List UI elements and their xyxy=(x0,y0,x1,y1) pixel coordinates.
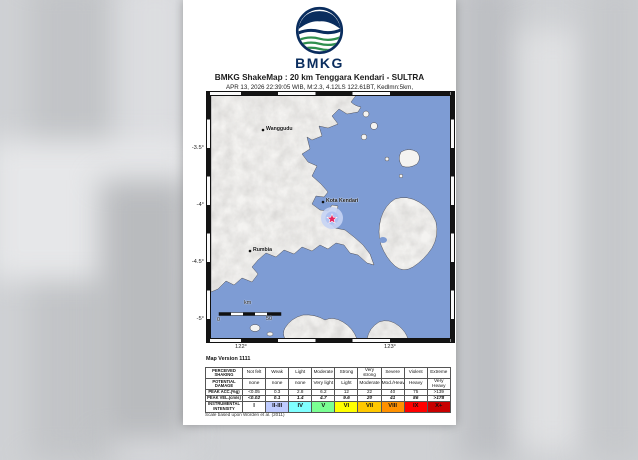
legend-cell: V xyxy=(311,400,336,413)
lat-label: -3.5° xyxy=(191,145,204,151)
legend-cell: none xyxy=(288,377,313,390)
legend-cell: IX xyxy=(403,400,428,413)
legend-cell: Strong xyxy=(334,367,359,379)
screenshot-root: { "header": { "logo_text": "BMKG", "titl… xyxy=(0,0,585,460)
city-label-wanggudu: Wanggudu xyxy=(266,126,293,132)
legend-row-label: INSTRUMENTAL INTENSITY xyxy=(205,400,243,413)
shakemap-title: BMKG ShakeMap : 20 km Tenggara Kendari -… xyxy=(214,73,425,82)
shakemap-card: BMKG BMKG ShakeMap : 20 km Tenggara Kend… xyxy=(183,0,456,425)
background-streak xyxy=(460,0,515,460)
legend-cell: Weak xyxy=(265,367,290,379)
map: Wanggudu Kota Kendari Rumbia km 0 50 xyxy=(210,95,451,339)
map-border-bottom xyxy=(207,339,454,342)
legend-cell: Violent xyxy=(403,367,428,379)
legend-cell: Very Heavy xyxy=(426,377,451,390)
legend-cell: Moderate xyxy=(357,377,382,390)
legend-cell: Mod./Heavy xyxy=(380,377,405,390)
legend-cell: Not felt xyxy=(241,367,267,379)
legend-cell: Very light xyxy=(311,377,336,390)
legend-cell: Light xyxy=(334,377,359,390)
legend-row: PERCEIVED SHAKING Not felt Weak Light Modera… xyxy=(205,367,451,379)
background-streak xyxy=(100,180,190,440)
map-border-left xyxy=(207,92,210,342)
background-streak xyxy=(585,0,638,460)
epicenter-star-icon xyxy=(326,212,338,224)
legend-cell: Severe xyxy=(380,367,405,379)
lat-label: -5° xyxy=(196,316,204,322)
legend-cell: VII xyxy=(357,400,382,413)
map-border-right xyxy=(451,92,454,342)
map-version: Map Version 1111 xyxy=(206,356,251,362)
legend-cell: Moderate xyxy=(311,367,336,379)
legend-row: INSTRUMENTAL INTENSITY I II-III IV V VI VII VII… xyxy=(205,400,451,413)
scale-bar-end: 50 xyxy=(266,316,272,322)
map-image xyxy=(211,96,450,338)
legend-cell: VIII xyxy=(380,400,405,413)
scale-bar-unit: km xyxy=(244,300,252,306)
legend-cell: >178 xyxy=(426,394,451,402)
legend-cell: none xyxy=(265,377,290,390)
legend-cell: Light xyxy=(288,367,313,379)
legend-cell: Very strong xyxy=(357,367,382,379)
legend-cell: none xyxy=(241,377,267,390)
legend-cell: VI xyxy=(334,400,359,413)
scale-bar xyxy=(218,312,282,316)
legend-cell: IV xyxy=(288,400,313,413)
legend-row-label: PERCEIVED SHAKING xyxy=(205,367,243,379)
legend-row-label: POTENTIAL DAMAGE xyxy=(205,377,243,390)
city-label-rumbia: Rumbia xyxy=(253,247,273,253)
legend-cell: Extreme xyxy=(426,367,451,379)
legend-cell: X+ xyxy=(426,400,451,413)
city-label-kota-kendari: Kota Kendari xyxy=(326,198,359,204)
city-dots xyxy=(248,128,325,253)
legend-cell: II-III xyxy=(265,400,290,413)
map-frame: Wanggudu Kota Kendari Rumbia km 0 50 xyxy=(206,91,455,343)
legend-cell: I xyxy=(241,400,267,413)
legend-row: POTENTIAL DAMAGE none none none Very light Li… xyxy=(205,377,451,390)
map-border-top xyxy=(207,92,454,95)
intensity-legend-table: PERCEIVED SHAKING Not felt Weak Light Modera… xyxy=(205,367,451,413)
lat-label: -4.5° xyxy=(191,259,204,265)
lon-label: 122° xyxy=(235,344,247,350)
legend-footnote: Scale based upon Worden et al. (2011) xyxy=(205,412,285,417)
legend-row-label: PEAK ACC.(%g) xyxy=(205,388,243,396)
lat-label: -4° xyxy=(196,202,204,208)
bmkg-logo-icon xyxy=(295,6,344,55)
legend-cell: Heavy xyxy=(403,377,428,390)
legend-row: PEAK VEL.(cm/s) <0.02 0.1 1.4 4.7 9.6 20 41 86 >1… xyxy=(205,394,451,402)
background-streak xyxy=(520,30,585,450)
lon-label: 123° xyxy=(384,344,396,350)
bmkg-logo-text: BMKG xyxy=(295,55,344,71)
legend-row: PEAK ACC.(%g) <0.05 0.3 2.8 6.2 12 22 40 75 >139 xyxy=(205,388,451,396)
event-parameters: APR 13, 2026 22:39:05 WIB, M:2.3, 4.12LS… xyxy=(225,84,414,91)
scale-bar-start: 0 xyxy=(217,317,220,323)
